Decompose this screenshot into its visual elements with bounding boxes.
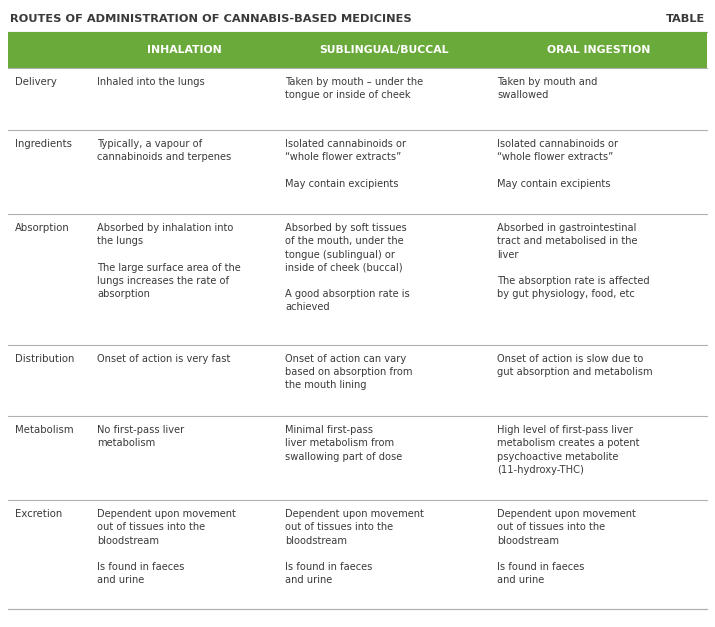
Text: Dependent upon movement
out of tissues into the
bloodstream

Is found in faeces
: Dependent upon movement out of tissues i… bbox=[97, 509, 236, 585]
Text: Taken by mouth – under the
tongue or inside of cheek: Taken by mouth – under the tongue or ins… bbox=[285, 77, 423, 100]
Bar bbox=[8, 32, 707, 68]
Text: No first-pass liver
metabolism: No first-pass liver metabolism bbox=[97, 425, 184, 448]
Text: SUBLINGUAL/BUCCAL: SUBLINGUAL/BUCCAL bbox=[320, 45, 449, 55]
Bar bbox=[8, 500, 707, 609]
Text: Isolated cannabinoids or
“whole flower extracts”

May contain excipients: Isolated cannabinoids or “whole flower e… bbox=[497, 139, 618, 189]
Text: ORAL INGESTION: ORAL INGESTION bbox=[547, 45, 650, 55]
Text: Typically, a vapour of
cannabinoids and terpenes: Typically, a vapour of cannabinoids and … bbox=[97, 139, 231, 162]
Text: Absorbed by soft tissues
of the mouth, under the
tongue (sublingual) or
inside o: Absorbed by soft tissues of the mouth, u… bbox=[285, 223, 410, 312]
Text: Minimal first-pass
liver metabolism from
swallowing part of dose: Minimal first-pass liver metabolism from… bbox=[285, 425, 403, 461]
Text: ROUTES OF ADMINISTRATION OF CANNABIS-BASED MEDICINES: ROUTES OF ADMINISTRATION OF CANNABIS-BAS… bbox=[10, 14, 412, 24]
Text: Excretion: Excretion bbox=[15, 509, 62, 519]
Text: Ingredients: Ingredients bbox=[15, 139, 72, 149]
Text: Absorption: Absorption bbox=[15, 223, 70, 233]
Text: Onset of action can vary
based on absorption from
the mouth lining: Onset of action can vary based on absorp… bbox=[285, 354, 413, 390]
Text: Absorbed by inhalation into
the lungs

The large surface area of the
lungs incre: Absorbed by inhalation into the lungs Th… bbox=[97, 223, 241, 299]
Text: Isolated cannabinoids or
“whole flower extracts”

May contain excipients: Isolated cannabinoids or “whole flower e… bbox=[285, 139, 406, 189]
Bar bbox=[8, 345, 707, 416]
Text: Metabolism: Metabolism bbox=[15, 425, 74, 435]
Text: TABLE: TABLE bbox=[666, 14, 705, 24]
Text: Dependent upon movement
out of tissues into the
bloodstream

Is found in faeces
: Dependent upon movement out of tissues i… bbox=[285, 509, 424, 585]
Bar bbox=[8, 130, 707, 214]
Bar bbox=[8, 214, 707, 345]
Text: High level of first-pass liver
metabolism creates a potent
psychoactive metaboli: High level of first-pass liver metabolis… bbox=[497, 425, 639, 475]
Text: Distribution: Distribution bbox=[15, 354, 74, 364]
Bar bbox=[8, 416, 707, 500]
Text: Inhaled into the lungs: Inhaled into the lungs bbox=[97, 77, 204, 87]
Text: Delivery: Delivery bbox=[15, 77, 57, 87]
Text: Onset of action is slow due to
gut absorption and metabolism: Onset of action is slow due to gut absor… bbox=[497, 354, 653, 377]
Text: Taken by mouth and
swallowed: Taken by mouth and swallowed bbox=[497, 77, 597, 100]
Bar bbox=[8, 68, 707, 130]
Text: Absorbed in gastrointestinal
tract and metabolised in the
liver

The absorption : Absorbed in gastrointestinal tract and m… bbox=[497, 223, 650, 299]
Text: INHALATION: INHALATION bbox=[147, 45, 222, 55]
Ellipse shape bbox=[194, 134, 546, 606]
Text: Onset of action is very fast: Onset of action is very fast bbox=[97, 354, 230, 364]
Text: Dependent upon movement
out of tissues into the
bloodstream

Is found in faeces
: Dependent upon movement out of tissues i… bbox=[497, 509, 636, 585]
